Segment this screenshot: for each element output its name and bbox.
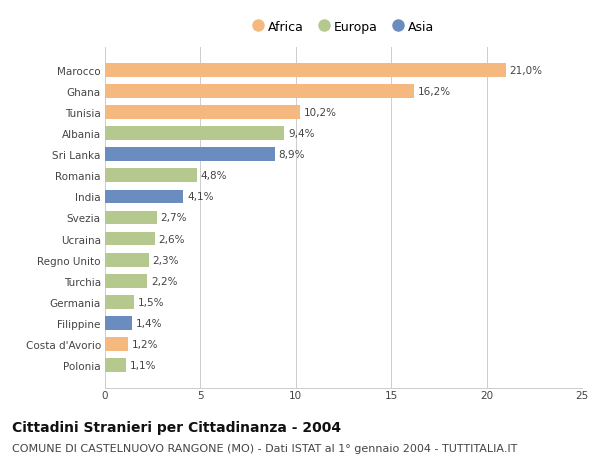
Text: 10,2%: 10,2%: [304, 108, 337, 118]
Text: COMUNE DI CASTELNUOVO RANGONE (MO) - Dati ISTAT al 1° gennaio 2004 - TUTTITALIA.: COMUNE DI CASTELNUOVO RANGONE (MO) - Dat…: [12, 443, 517, 453]
Bar: [105, 127, 284, 140]
Text: 1,2%: 1,2%: [132, 340, 158, 349]
Text: 16,2%: 16,2%: [418, 87, 451, 96]
Bar: [105, 169, 197, 183]
Bar: [105, 64, 506, 77]
Text: 2,6%: 2,6%: [158, 234, 185, 244]
Bar: [105, 85, 414, 98]
Bar: [105, 296, 134, 309]
Bar: [105, 253, 149, 267]
Bar: [105, 211, 157, 225]
Text: 1,1%: 1,1%: [130, 361, 157, 370]
Text: Cittadini Stranieri per Cittadinanza - 2004: Cittadini Stranieri per Cittadinanza - 2…: [12, 420, 341, 434]
Bar: [105, 190, 183, 204]
Bar: [105, 317, 132, 330]
Bar: [105, 359, 126, 372]
Text: 1,5%: 1,5%: [137, 297, 164, 308]
Text: 1,4%: 1,4%: [136, 319, 162, 328]
Bar: [105, 274, 147, 288]
Legend: Africa, Europa, Asia: Africa, Europa, Asia: [253, 21, 434, 34]
Text: 4,8%: 4,8%: [200, 171, 227, 181]
Text: 2,2%: 2,2%: [151, 276, 177, 286]
Bar: [105, 106, 299, 119]
Bar: [105, 338, 128, 351]
Text: 9,4%: 9,4%: [288, 129, 314, 139]
Text: 2,3%: 2,3%: [152, 255, 179, 265]
Text: 2,7%: 2,7%: [160, 213, 187, 223]
Bar: [105, 232, 155, 246]
Text: 4,1%: 4,1%: [187, 192, 214, 202]
Text: 8,9%: 8,9%: [278, 150, 305, 160]
Text: 21,0%: 21,0%: [509, 66, 542, 75]
Bar: [105, 148, 275, 162]
